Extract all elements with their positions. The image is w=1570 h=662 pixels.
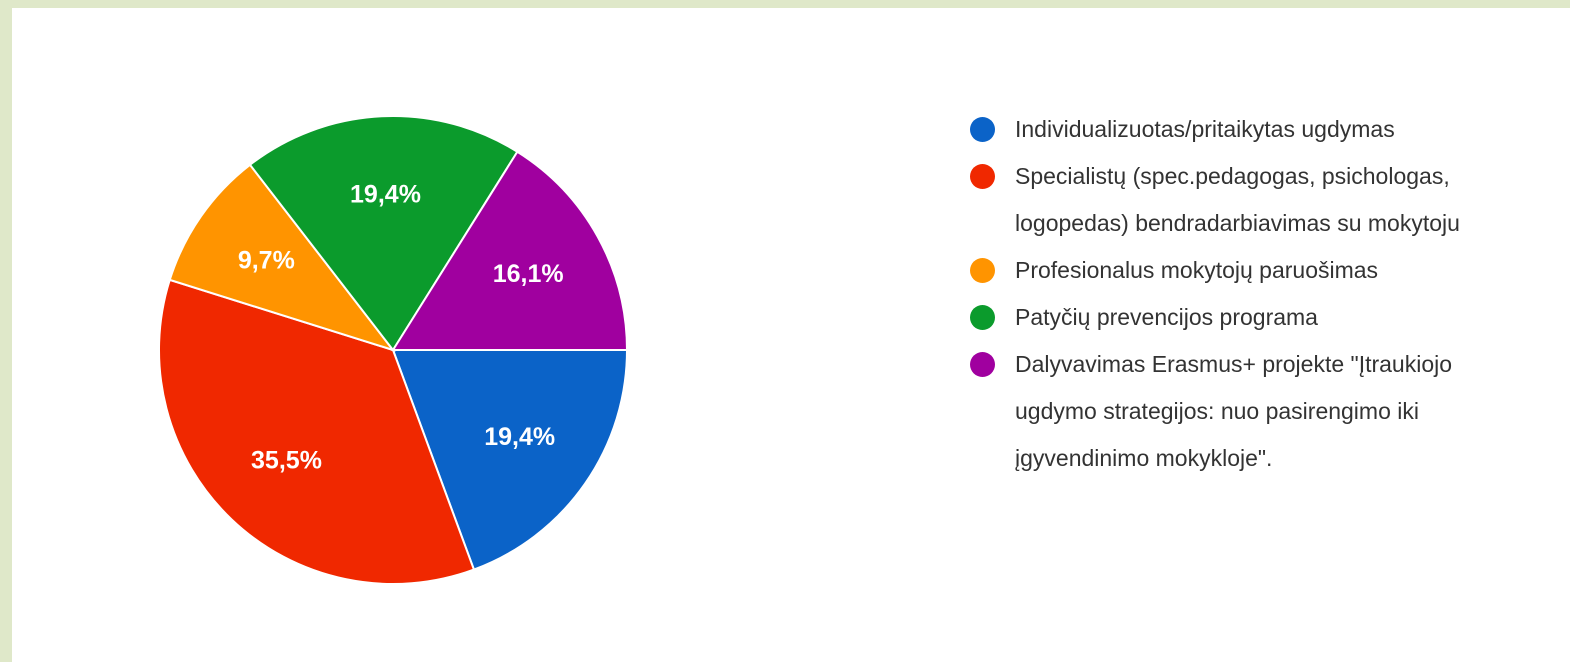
legend-swatch xyxy=(970,352,995,377)
legend-label: Specialistų (spec.pedagogas, psichologas… xyxy=(1015,163,1460,236)
pie-slice xyxy=(391,349,629,571)
pie-slice xyxy=(158,278,476,585)
slice-label: 19,4% xyxy=(484,423,555,451)
legend-swatch xyxy=(970,164,995,189)
legend-swatch xyxy=(970,305,995,330)
legend-swatch xyxy=(970,117,995,142)
pie-slice xyxy=(248,115,519,352)
legend-item: Dalyvavimas Erasmus+ projekte "Įtraukioj… xyxy=(970,341,1510,482)
legend-swatch xyxy=(970,258,995,283)
legend-item: Specialistų (spec.pedagogas, psichologas… xyxy=(970,153,1510,247)
legend-item: Profesionalus mokytojų paruošimas xyxy=(970,247,1510,294)
legend-label: Individualizuotas/pritaikytas ugdymas xyxy=(1015,116,1395,142)
legend-label: Dalyvavimas Erasmus+ projekte "Įtraukioj… xyxy=(1015,351,1453,471)
slice-label: 19,4% xyxy=(350,180,421,208)
slice-label: 9,7% xyxy=(238,246,295,274)
pie-slice xyxy=(391,150,629,351)
legend: Individualizuotas/pritaikytas ugdymas Spe… xyxy=(970,106,1510,482)
legend-label: Profesionalus mokytojų paruošimas xyxy=(1015,257,1379,283)
legend-item: Patyčių prevencijos programa xyxy=(970,294,1510,341)
legend-item: Individualizuotas/pritaikytas ugdymas xyxy=(970,106,1510,153)
legend-label: Patyčių prevencijos programa xyxy=(1015,304,1318,330)
slice-label: 16,1% xyxy=(493,260,564,288)
slice-label: 35,5% xyxy=(251,446,322,474)
pie-slice xyxy=(168,163,396,352)
